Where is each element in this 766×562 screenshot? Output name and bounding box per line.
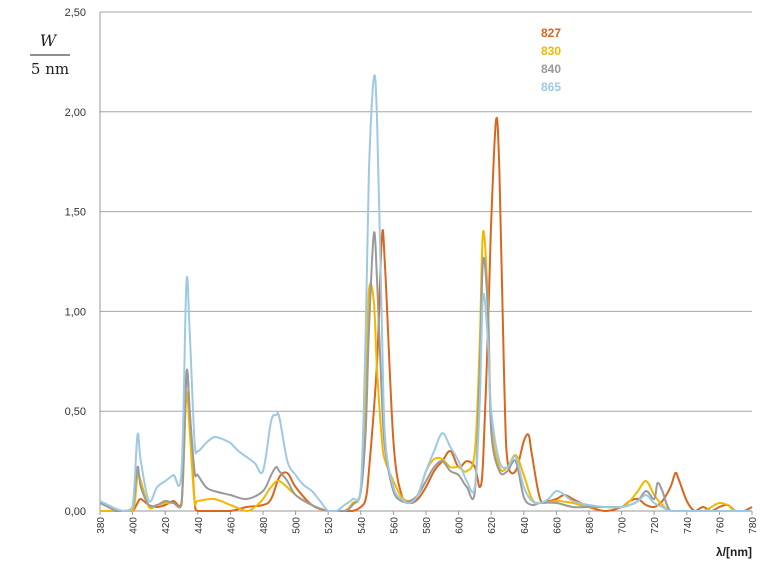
x-tick-label: 760 xyxy=(715,517,726,534)
y-tick-label: 0,00 xyxy=(65,506,86,518)
x-tick-label: 640 xyxy=(520,517,531,534)
y-tick-label: 2,00 xyxy=(65,107,86,119)
x-tick-label: 580 xyxy=(422,517,433,534)
x-tick-label: 600 xyxy=(455,517,466,534)
legend: 827 830 840 865 xyxy=(541,26,561,94)
axes xyxy=(99,12,752,512)
x-tick-labels: 380 400 420 440 460 480 500 520 540 560 580 600 620 6… xyxy=(96,511,759,534)
legend-entry-840: 840 xyxy=(541,62,561,76)
x-tick-label: 460 xyxy=(226,517,237,534)
x-tick-label: 680 xyxy=(585,517,596,534)
y-tick-label: 2,50 xyxy=(65,7,86,19)
y-axis-title-numerator: W xyxy=(40,31,58,50)
x-tick-label: 780 xyxy=(748,517,759,534)
x-tick-label: 700 xyxy=(618,517,629,534)
y-axis-title: W 5 nm xyxy=(30,31,70,78)
x-tick-label: 420 xyxy=(161,517,172,534)
x-tick-label: 620 xyxy=(487,517,498,534)
x-tick-label: 400 xyxy=(129,517,140,534)
x-tick-label: 480 xyxy=(259,517,270,534)
legend-entry-865: 865 xyxy=(541,80,561,94)
series-line-865 xyxy=(99,74,752,512)
y-tick-label: 1,50 xyxy=(65,207,86,219)
x-tick-label: 720 xyxy=(650,517,661,534)
y-axis-title-denominator: 5 nm xyxy=(31,60,69,78)
grid-lines xyxy=(100,11,752,412)
x-tick-label: 660 xyxy=(552,517,563,534)
y-tick-label: 1,00 xyxy=(65,306,86,318)
y-tick-labels: 0,00 0,50 1,00 1,50 2,00 2,50 xyxy=(65,7,86,518)
x-tick-label: 500 xyxy=(292,517,303,534)
x-tick-label: 380 xyxy=(96,517,107,534)
y-tick-label: 0,50 xyxy=(65,406,86,418)
series-lines xyxy=(99,74,753,512)
x-tick-label: 740 xyxy=(683,517,694,534)
x-axis-title: λ/[nm] xyxy=(716,545,752,559)
x-tick-label: 540 xyxy=(357,517,368,534)
x-tick-label: 440 xyxy=(194,517,205,534)
x-tick-label: 560 xyxy=(389,517,400,534)
legend-entry-830: 830 xyxy=(541,44,561,58)
legend-entry-827: 827 xyxy=(541,26,561,40)
x-tick-label: 520 xyxy=(324,517,335,534)
